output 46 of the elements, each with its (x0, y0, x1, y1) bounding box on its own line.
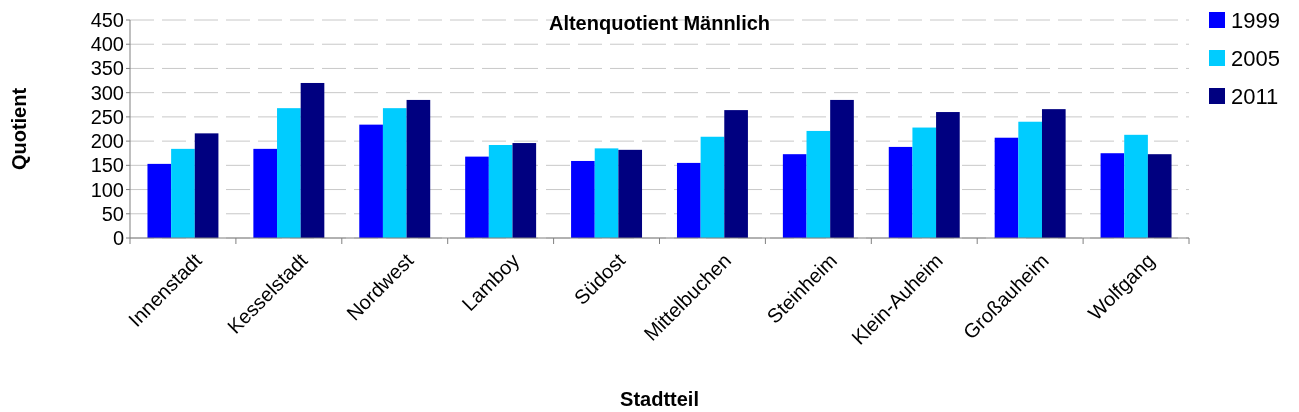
bar (594, 148, 619, 238)
bar (1124, 134, 1148, 238)
bar (277, 108, 301, 238)
chart-title: Altenquotient Männlich (548, 12, 771, 34)
bar (1041, 109, 1066, 238)
bar (194, 133, 219, 238)
bar (171, 148, 195, 238)
legend-label: 2011 (1231, 83, 1279, 109)
bar (806, 130, 831, 238)
bar (512, 143, 537, 238)
bar (359, 124, 383, 238)
bar (300, 82, 325, 238)
bar (782, 154, 807, 238)
bar (830, 99, 854, 238)
y-tick-label: 250 (90, 105, 124, 128)
bar (700, 136, 725, 238)
y-tick-label: 150 (90, 154, 124, 177)
bar (724, 110, 748, 238)
legend-label: 2005 (1231, 45, 1280, 71)
bar (571, 160, 595, 238)
y-tick-label: 50 (101, 202, 124, 225)
y-tick-label: 400 (90, 33, 124, 56)
bar (1147, 154, 1172, 238)
y-tick-label: 0 (112, 227, 124, 249)
bar (406, 99, 431, 238)
y-tick-label: 300 (90, 81, 124, 104)
bar (1100, 153, 1125, 238)
bar (676, 162, 701, 238)
bar (147, 163, 172, 238)
bar (936, 112, 960, 238)
y-tick-label: 350 (90, 57, 124, 80)
bar (1018, 121, 1042, 238)
bar (994, 137, 1019, 238)
y-axis-title: Quotient (8, 87, 30, 171)
bar (382, 108, 407, 238)
y-tick-label: 450 (90, 9, 124, 31)
bar (618, 149, 643, 238)
bar (888, 146, 913, 238)
y-tick-label: 200 (90, 130, 124, 153)
bar (253, 148, 278, 238)
x-axis-title: Stadtteil (620, 388, 699, 410)
y-tick-label: 100 (90, 178, 124, 201)
bar (488, 144, 513, 238)
legend-label: 1999 (1231, 7, 1280, 33)
bar (912, 127, 937, 238)
bar (465, 156, 489, 238)
